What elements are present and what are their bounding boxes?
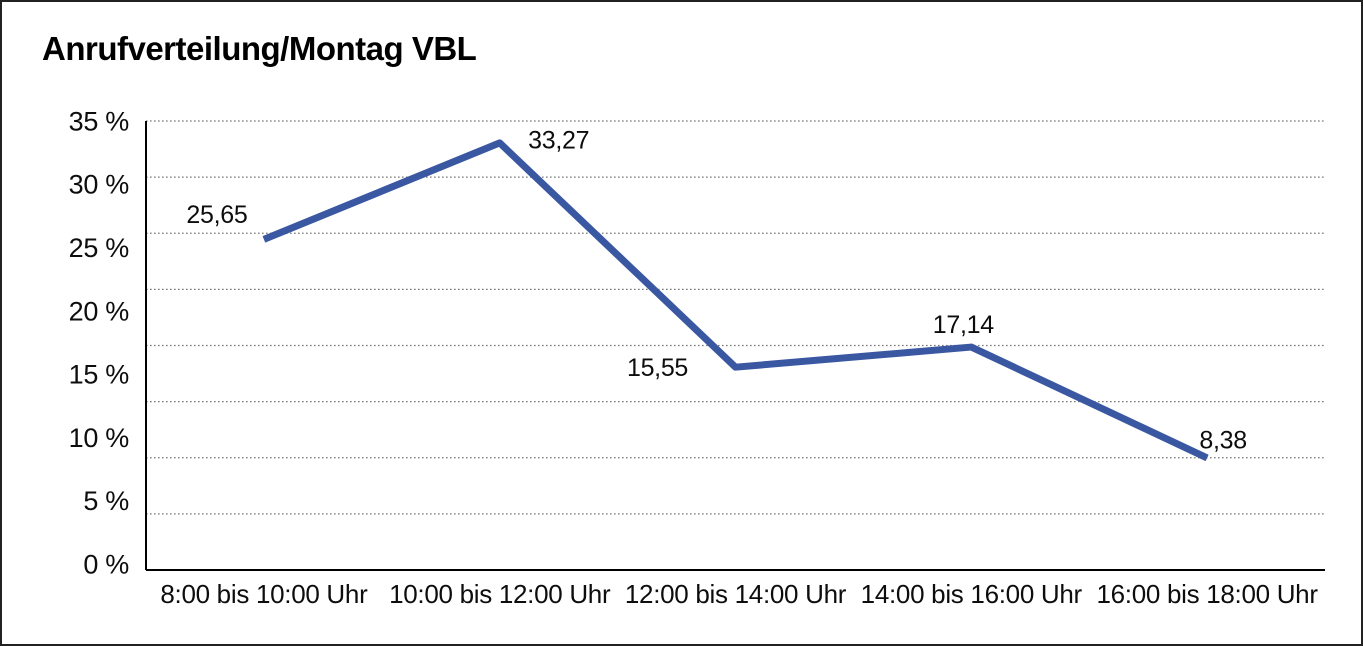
x-category-label: 8:00 bis 10:00 Uhr <box>160 579 368 609</box>
data-label: 33,27 <box>528 127 589 155</box>
y-tick-label: 0 % <box>83 549 129 579</box>
data-label: 25,65 <box>186 201 247 229</box>
y-tick-label: 10 % <box>69 423 130 453</box>
chart-title: Anrufverteilung/Montag VBL <box>42 30 477 67</box>
series-line <box>262 139 1209 462</box>
x-category-label: 10:00 bis 12:00 Uhr <box>389 579 611 609</box>
x-category-label: 14:00 bis 16:00 Uhr <box>861 579 1083 609</box>
data-label: 17,14 <box>933 311 994 339</box>
y-tick-label: 15 % <box>69 360 130 390</box>
y-tick-label: 5 % <box>83 486 129 516</box>
data-label: 8,38 <box>1199 427 1246 455</box>
y-tick-label: 30 % <box>69 170 130 200</box>
x-category-label: 16:00 bis 18:00 Uhr <box>1096 579 1318 609</box>
y-tick-label: 25 % <box>69 233 130 263</box>
x-category-label: 12:00 bis 14:00 Uhr <box>625 579 847 609</box>
data-label: 15,55 <box>627 354 688 382</box>
y-tick-label: 35 % <box>69 106 130 136</box>
y-tick-label: 20 % <box>69 296 130 326</box>
